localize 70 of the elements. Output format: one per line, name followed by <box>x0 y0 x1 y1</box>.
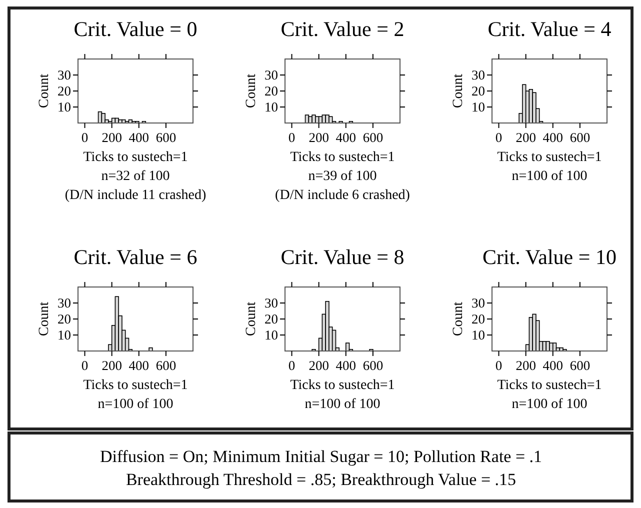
x-tick-label: 400 <box>336 130 356 145</box>
y-tick-label: 10 <box>264 328 278 342</box>
x-tick-label: 200 <box>102 358 122 373</box>
chart-title: Crit. Value = 8 <box>280 245 404 269</box>
x-axis-title: Ticks to sustech=1 <box>290 378 395 393</box>
x-tick-label: 600 <box>156 130 176 145</box>
y-tick-label: 30 <box>58 296 72 310</box>
x-tick-label: 400 <box>542 130 564 145</box>
x-tick-label: 600 <box>362 358 384 373</box>
text: n=100 of 100 <box>304 397 380 412</box>
x-tick-label: 200 <box>516 130 536 145</box>
x-tick-label: 0 <box>81 130 88 145</box>
y-axis-title: Count <box>37 74 52 108</box>
x-tick-label: 200 <box>516 358 536 373</box>
x-tick-label: 200 <box>308 130 330 145</box>
x-tick-label: 600 <box>362 130 384 145</box>
chart-title: Crit. Value = 4 <box>488 17 612 41</box>
y-tick-label: 30 <box>472 296 486 310</box>
x-tick-label: 400 <box>336 358 356 373</box>
chart-title: Crit. Value = 6 <box>74 245 198 269</box>
y-tick-label: 10 <box>472 328 486 342</box>
x-axis-title: Ticks to sustech=1 <box>83 150 188 165</box>
x-tick-label: 0 <box>495 358 502 373</box>
x-axis-title: Ticks to sustech=1 <box>497 150 602 165</box>
text: (D/N include 11 crashed) <box>64 188 207 203</box>
text: Diffusion = On; Minimum Initial Sugar = 10; Pollution Rate = .1 <box>100 447 542 466</box>
y-tick-label: 30 <box>264 68 278 82</box>
x-tick-label: 200 <box>308 358 330 373</box>
chart-title: Crit. Value = 2 <box>280 17 404 41</box>
x-tick-label: 0 <box>288 130 296 145</box>
x-tick-label: 400 <box>128 358 150 373</box>
text: n=100 of 100 <box>98 397 174 412</box>
y-tick-label: 20 <box>472 84 486 98</box>
y-tick-label: 20 <box>58 312 72 326</box>
y-axis-title: Count <box>37 302 52 336</box>
text: (D/N include 6 crashed) <box>275 188 410 203</box>
y-axis-title: Count <box>244 302 259 336</box>
y-tick-label: 10 <box>58 328 72 342</box>
x-tick-label: 600 <box>570 130 590 145</box>
y-tick-label: 30 <box>472 68 486 82</box>
text: n=39 of 100 <box>308 169 377 184</box>
text: n=100 of 100 <box>512 397 588 412</box>
x-tick-label: 0 <box>495 130 502 145</box>
y-axis-title: Count <box>451 302 466 336</box>
chart-title: Crit. Value = 0 <box>74 17 198 41</box>
x-tick-label: 600 <box>156 358 176 373</box>
chart-title: Crit. Value = 10 <box>482 245 616 269</box>
y-tick-label: 20 <box>264 84 278 98</box>
y-tick-label: 10 <box>472 100 486 114</box>
x-tick-label: 600 <box>570 358 590 373</box>
x-axis-title: Ticks to sustech=1 <box>83 378 188 393</box>
y-tick-label: 30 <box>58 68 72 82</box>
x-tick-label: 400 <box>542 358 564 373</box>
y-tick-label: 10 <box>58 100 72 114</box>
y-tick-label: 20 <box>264 312 278 326</box>
x-axis-title: Ticks to sustech=1 <box>497 378 602 393</box>
y-tick-label: 30 <box>264 296 278 310</box>
y-axis-title: Count <box>451 74 466 108</box>
text: n=100 of 100 <box>512 169 588 184</box>
x-axis-title: Ticks to sustech=1 <box>290 150 395 165</box>
y-tick-label: 20 <box>58 84 72 98</box>
x-tick-label: 400 <box>128 130 150 145</box>
x-tick-label: 0 <box>81 358 88 373</box>
x-tick-label: 0 <box>288 358 296 373</box>
text: Breakthrough Threshold = .85; Breakthrough Value = .15 <box>126 470 516 489</box>
y-axis-title: Count <box>244 74 259 108</box>
text: n=32 of 100 <box>101 169 170 184</box>
x-tick-label: 200 <box>102 130 122 145</box>
y-tick-label: 10 <box>264 100 278 114</box>
y-tick-label: 20 <box>472 312 486 326</box>
